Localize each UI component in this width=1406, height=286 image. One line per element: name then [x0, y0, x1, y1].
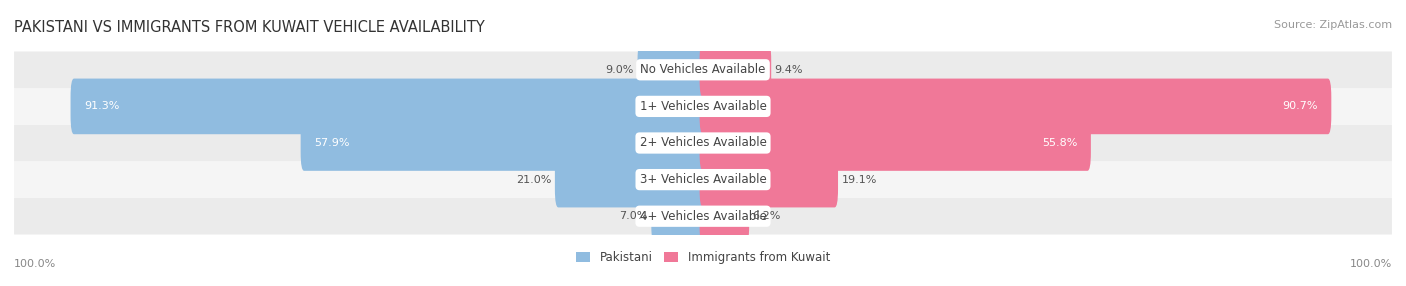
Text: 4+ Vehicles Available: 4+ Vehicles Available — [640, 210, 766, 223]
FancyBboxPatch shape — [700, 152, 838, 207]
Text: 1+ Vehicles Available: 1+ Vehicles Available — [640, 100, 766, 113]
Text: 6.2%: 6.2% — [752, 211, 780, 221]
Text: 21.0%: 21.0% — [516, 175, 551, 184]
Legend: Pakistani, Immigrants from Kuwait: Pakistani, Immigrants from Kuwait — [571, 247, 835, 269]
FancyBboxPatch shape — [70, 79, 706, 134]
Text: 2+ Vehicles Available: 2+ Vehicles Available — [640, 136, 766, 150]
Text: PAKISTANI VS IMMIGRANTS FROM KUWAIT VEHICLE AVAILABILITY: PAKISTANI VS IMMIGRANTS FROM KUWAIT VEHI… — [14, 20, 485, 35]
Text: 91.3%: 91.3% — [84, 102, 120, 111]
FancyBboxPatch shape — [14, 51, 1392, 88]
FancyBboxPatch shape — [14, 88, 1392, 125]
Text: Source: ZipAtlas.com: Source: ZipAtlas.com — [1274, 20, 1392, 30]
FancyBboxPatch shape — [14, 198, 1392, 235]
FancyBboxPatch shape — [700, 79, 1331, 134]
Text: 57.9%: 57.9% — [315, 138, 350, 148]
Text: 9.0%: 9.0% — [606, 65, 634, 75]
FancyBboxPatch shape — [301, 115, 706, 171]
Text: 90.7%: 90.7% — [1282, 102, 1317, 111]
FancyBboxPatch shape — [651, 188, 706, 244]
Text: No Vehicles Available: No Vehicles Available — [640, 63, 766, 76]
Text: 100.0%: 100.0% — [14, 259, 56, 269]
FancyBboxPatch shape — [637, 42, 706, 98]
FancyBboxPatch shape — [700, 188, 749, 244]
Text: 55.8%: 55.8% — [1042, 138, 1077, 148]
FancyBboxPatch shape — [555, 152, 706, 207]
Text: 100.0%: 100.0% — [1350, 259, 1392, 269]
FancyBboxPatch shape — [14, 125, 1392, 161]
FancyBboxPatch shape — [700, 42, 772, 98]
Text: 19.1%: 19.1% — [841, 175, 877, 184]
FancyBboxPatch shape — [700, 115, 1091, 171]
Text: 9.4%: 9.4% — [775, 65, 803, 75]
Text: 3+ Vehicles Available: 3+ Vehicles Available — [640, 173, 766, 186]
Text: 7.0%: 7.0% — [620, 211, 648, 221]
FancyBboxPatch shape — [14, 161, 1392, 198]
